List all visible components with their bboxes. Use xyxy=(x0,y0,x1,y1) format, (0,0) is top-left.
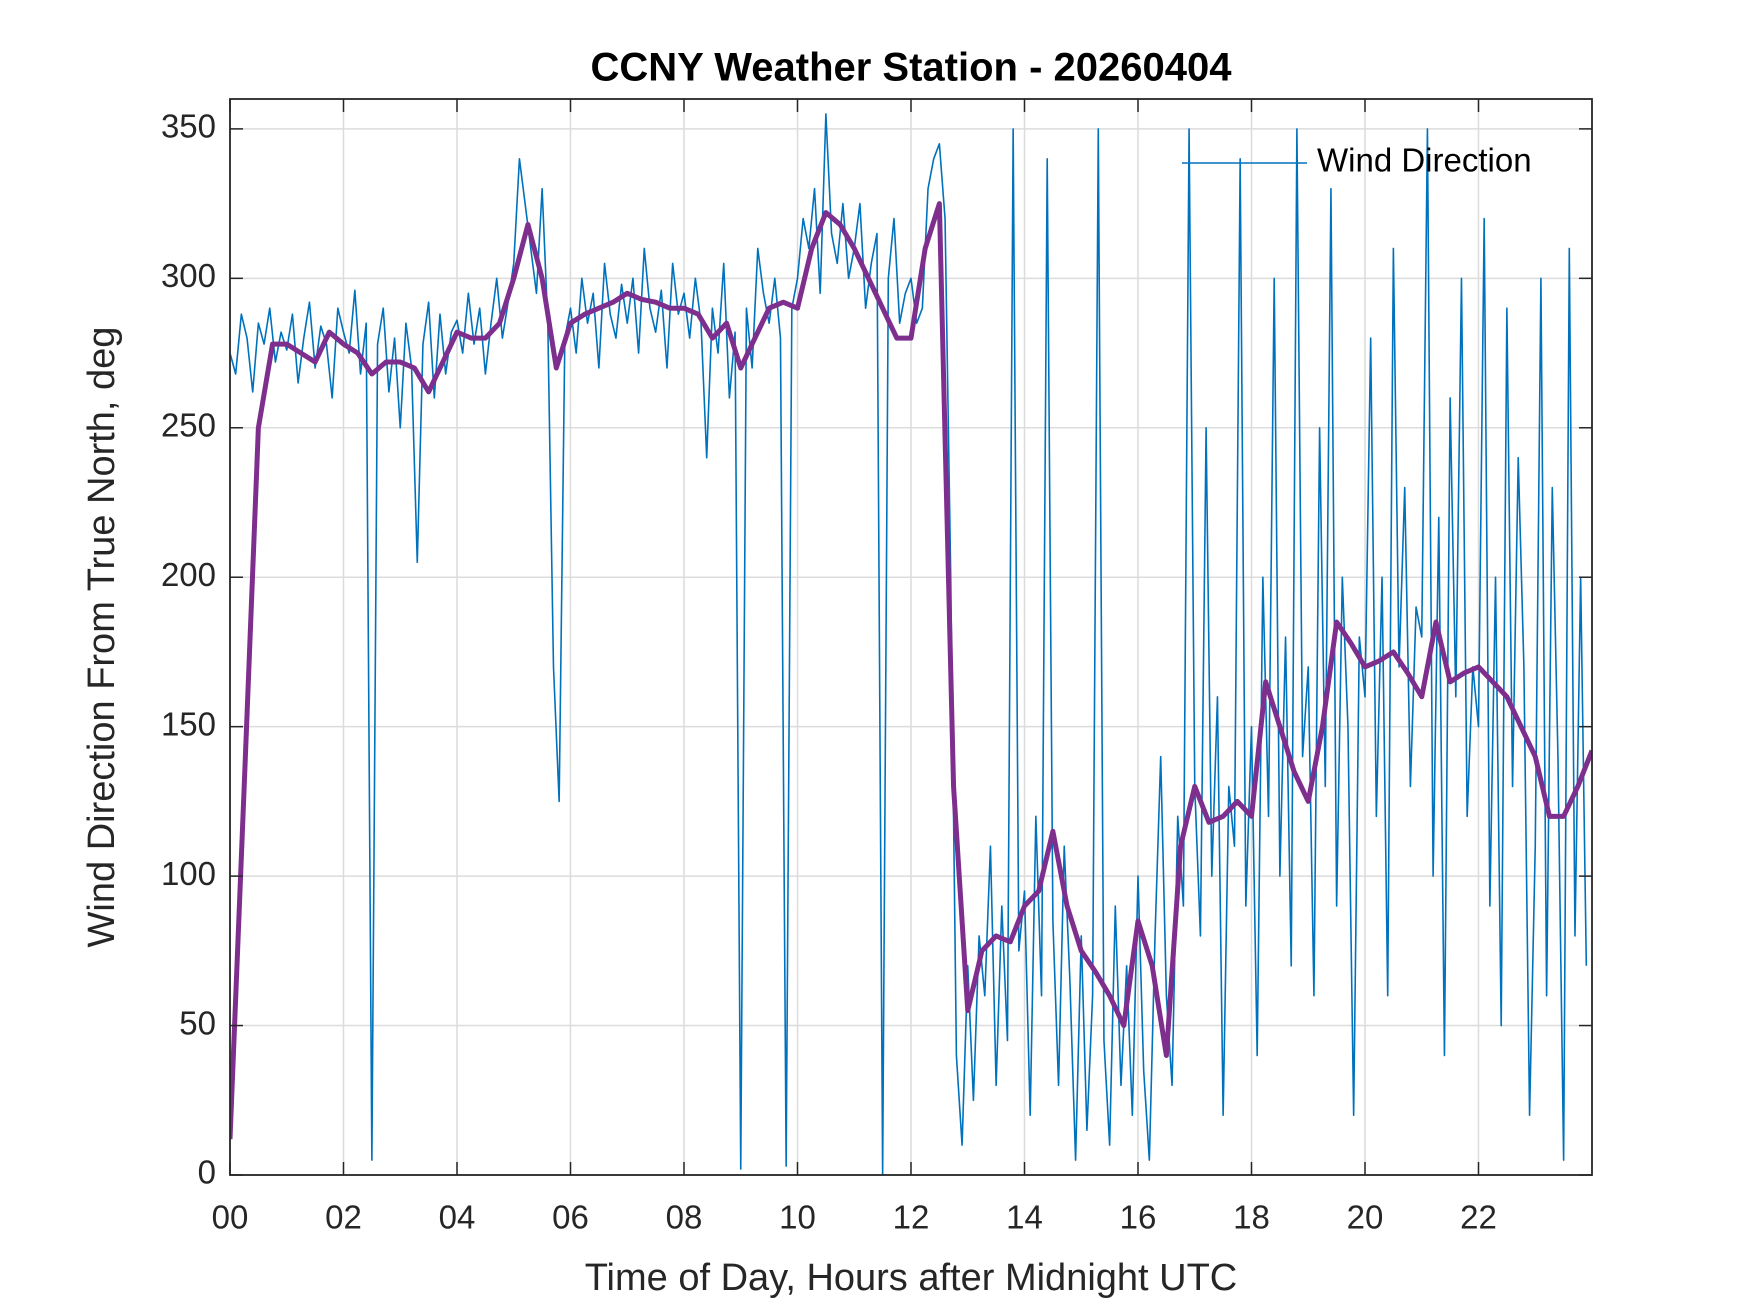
y-tick-label: 300 xyxy=(161,257,216,294)
x-axis-label: Time of Day, Hours after Midnight UTC xyxy=(585,1257,1238,1299)
y-tick-label: 150 xyxy=(161,705,216,742)
x-tick-label: 14 xyxy=(1006,1199,1043,1236)
data-line xyxy=(230,113,1588,1175)
chart-title: CCNY Weather Station - 20260404 xyxy=(591,46,1233,90)
x-tick-label: 08 xyxy=(666,1199,703,1236)
plot-area xyxy=(230,113,1592,1175)
x-tick-label: 18 xyxy=(1233,1199,1270,1236)
y-axis-label: Wind Direction From True North, deg xyxy=(81,327,123,948)
x-tick-label: 10 xyxy=(779,1199,816,1236)
legend-label: Wind Direction xyxy=(1317,142,1532,179)
x-tick-label: 12 xyxy=(893,1199,930,1236)
x-tick-label: 04 xyxy=(439,1199,476,1236)
x-tick-label: 06 xyxy=(552,1199,589,1236)
y-tick-label: 100 xyxy=(161,855,216,892)
data-line xyxy=(230,201,1592,1140)
y-tick-label: 250 xyxy=(161,406,216,443)
x-tick-label: 20 xyxy=(1347,1199,1384,1236)
x-tick-label: 22 xyxy=(1460,1199,1497,1236)
y-tick-label: 200 xyxy=(161,556,216,593)
axes: 0 50 100 150 200 250 300 350 00 02 04 06 08 10 12 14 16 1… xyxy=(161,98,1593,1236)
y-tick-label: 0 xyxy=(198,1154,216,1191)
x-tick-label: 16 xyxy=(1120,1199,1157,1236)
y-tick-label: 350 xyxy=(161,108,216,145)
y-tick-label: 50 xyxy=(179,1004,216,1041)
x-tick-label: 02 xyxy=(325,1199,362,1236)
axes-box xyxy=(229,98,1593,1176)
x-tick-label: 00 xyxy=(212,1199,249,1236)
